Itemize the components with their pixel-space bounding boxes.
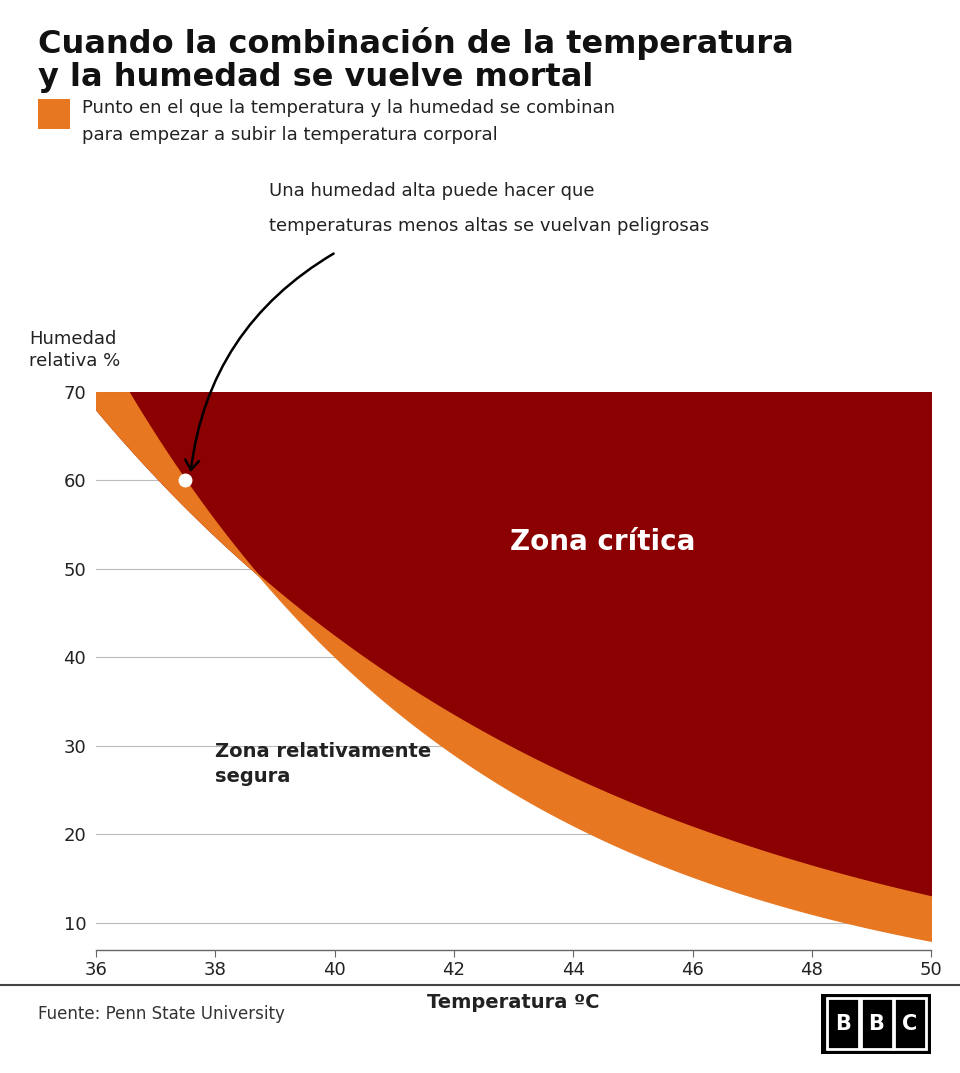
Text: Zona crítica: Zona crítica [511, 528, 696, 556]
Text: para empezar a subir la temperatura corporal: para empezar a subir la temperatura corp… [82, 126, 497, 144]
X-axis label: Temperatura ºC: Temperatura ºC [427, 994, 600, 1012]
Text: C: C [902, 1014, 918, 1033]
FancyBboxPatch shape [860, 998, 893, 1049]
Text: Humedad
relativa %: Humedad relativa % [29, 330, 120, 370]
Text: Punto en el que la temperatura y la humedad se combinan: Punto en el que la temperatura y la hume… [82, 99, 614, 117]
FancyBboxPatch shape [894, 998, 925, 1049]
Text: Una humedad alta puede hacer que: Una humedad alta puede hacer que [269, 182, 594, 201]
Text: temperaturas menos altas se vuelvan peligrosas: temperaturas menos altas se vuelvan peli… [269, 217, 709, 235]
Text: Zona relativamente
segura: Zona relativamente segura [215, 741, 432, 785]
Text: B: B [835, 1014, 852, 1033]
Text: B: B [869, 1014, 884, 1033]
Text: Fuente: Penn State University: Fuente: Penn State University [38, 1005, 285, 1023]
Text: y la humedad se vuelve mortal: y la humedad se vuelve mortal [38, 62, 594, 93]
Text: Cuando la combinación de la temperatura: Cuando la combinación de la temperatura [38, 27, 794, 60]
FancyBboxPatch shape [828, 998, 859, 1049]
